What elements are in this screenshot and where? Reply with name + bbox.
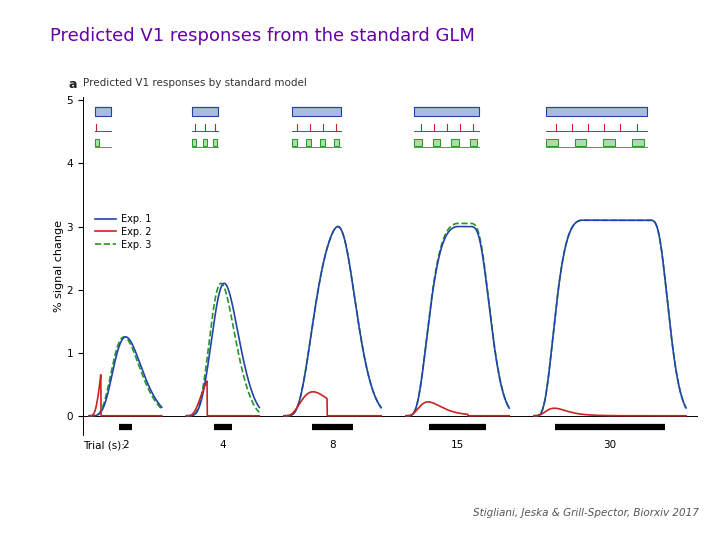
FancyBboxPatch shape	[292, 107, 341, 117]
FancyBboxPatch shape	[414, 107, 480, 117]
FancyBboxPatch shape	[320, 139, 325, 146]
FancyBboxPatch shape	[95, 139, 99, 146]
FancyBboxPatch shape	[546, 107, 647, 117]
FancyBboxPatch shape	[202, 139, 207, 146]
Text: Stigliani, Jeska & Grill-Spector, Biorxiv 2017: Stigliani, Jeska & Grill-Spector, Biorxi…	[472, 508, 698, 518]
FancyBboxPatch shape	[334, 139, 339, 146]
FancyBboxPatch shape	[213, 139, 217, 146]
FancyBboxPatch shape	[575, 139, 586, 146]
Legend: Exp. 1, Exp. 2, Exp. 3: Exp. 1, Exp. 2, Exp. 3	[91, 210, 156, 254]
FancyBboxPatch shape	[470, 139, 477, 146]
Text: Predicted V1 responses from the standard GLM: Predicted V1 responses from the standard…	[50, 27, 475, 45]
FancyBboxPatch shape	[95, 107, 111, 117]
Text: 2: 2	[122, 440, 129, 450]
Text: Predicted V1 responses by standard model: Predicted V1 responses by standard model	[83, 78, 307, 89]
Text: a: a	[68, 78, 77, 91]
FancyBboxPatch shape	[546, 139, 557, 146]
FancyBboxPatch shape	[414, 139, 422, 146]
FancyBboxPatch shape	[603, 139, 615, 146]
FancyBboxPatch shape	[306, 139, 311, 146]
Text: 4: 4	[220, 440, 226, 450]
FancyBboxPatch shape	[292, 139, 297, 146]
Text: 8: 8	[329, 440, 336, 450]
FancyBboxPatch shape	[632, 139, 644, 146]
FancyBboxPatch shape	[192, 107, 218, 117]
FancyBboxPatch shape	[451, 139, 459, 146]
FancyBboxPatch shape	[433, 139, 440, 146]
Text: 15: 15	[451, 440, 464, 450]
FancyBboxPatch shape	[192, 139, 197, 146]
Text: Trial (s):: Trial (s):	[83, 440, 125, 450]
Y-axis label: % signal change: % signal change	[54, 220, 63, 312]
Text: 30: 30	[603, 440, 616, 450]
